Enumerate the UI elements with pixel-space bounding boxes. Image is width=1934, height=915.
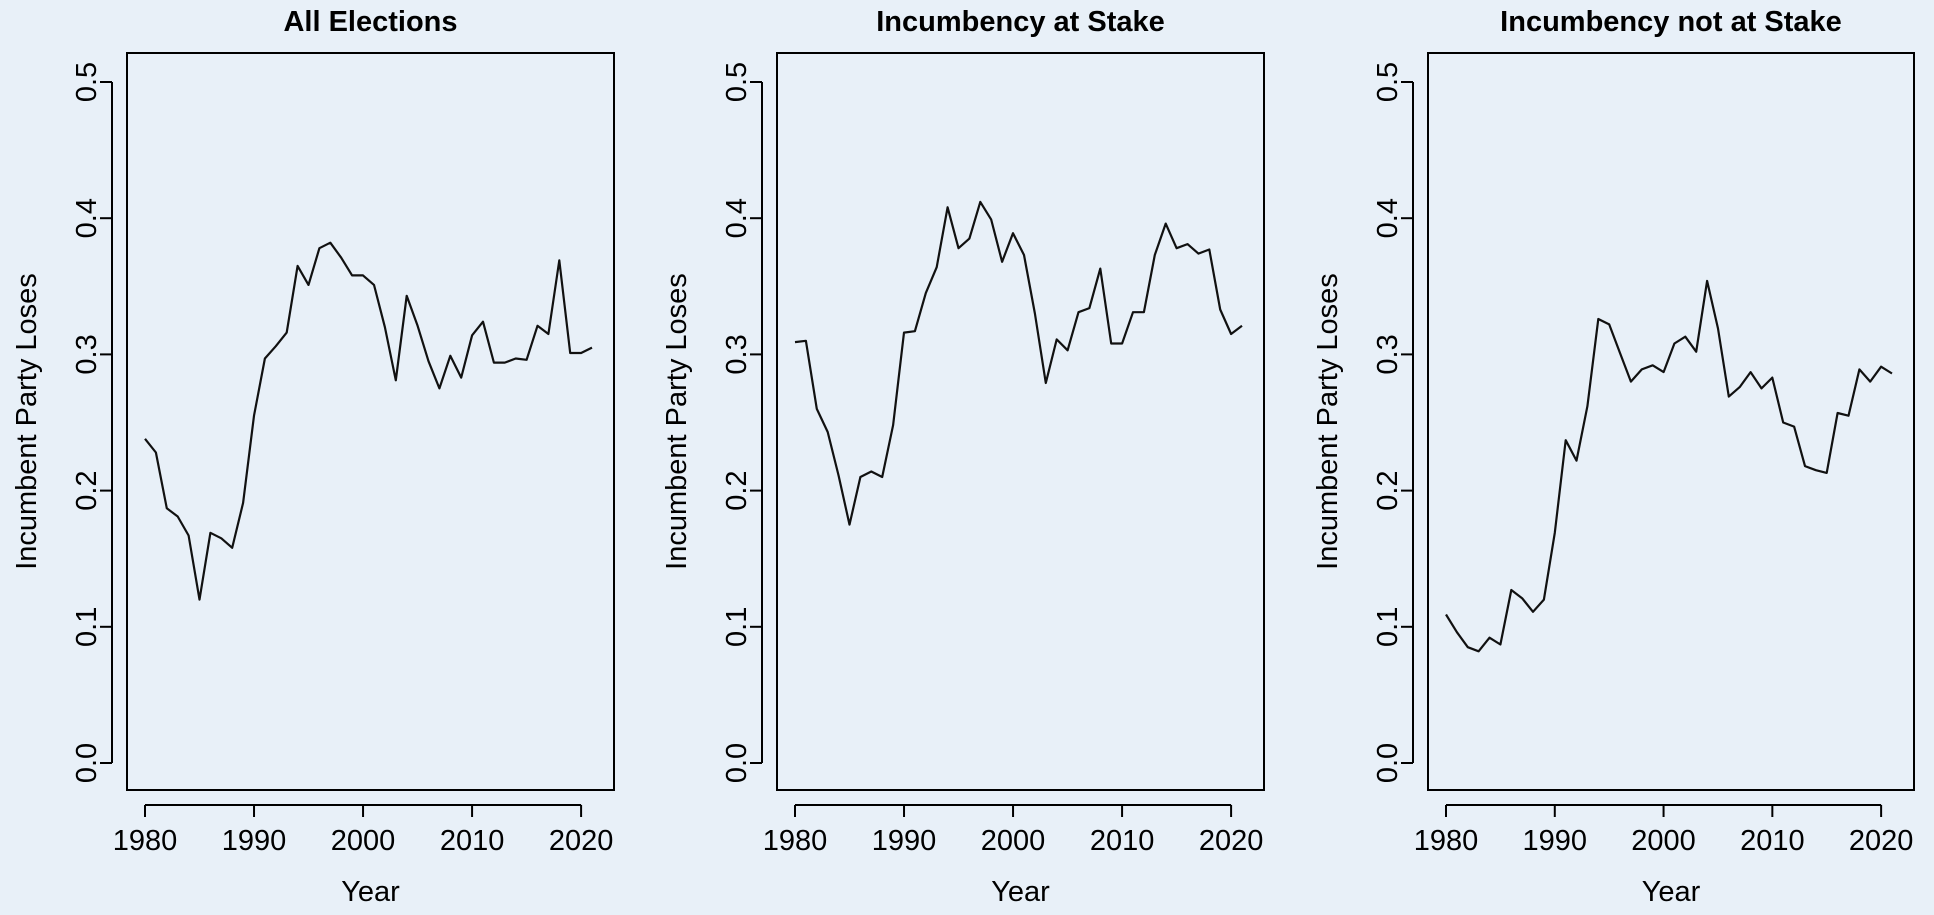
y-tick-label: 0.5 xyxy=(1372,62,1404,102)
chart-title: All Elections xyxy=(283,6,457,38)
y-axis-label: Incumbent Party Loses xyxy=(11,273,43,570)
x-axis-label: Year xyxy=(991,876,1050,908)
series-line-all-elections xyxy=(144,241,593,601)
y-axis-label: Incumbent Party Loses xyxy=(1312,273,1344,570)
y-tick-label: 0.0 xyxy=(721,743,753,783)
y-tick-label: 0.2 xyxy=(721,470,753,510)
x-tick-label: 2000 xyxy=(1631,825,1696,857)
y-tick-label: 0.5 xyxy=(721,62,753,102)
x-tick-label: 1980 xyxy=(763,825,828,857)
x-axis-label: Year xyxy=(1642,876,1701,908)
y-tick-label: 0.0 xyxy=(1372,743,1404,783)
plot-frame xyxy=(126,52,615,791)
y-tick-label: 0.4 xyxy=(71,198,103,238)
x-tick-label: 2010 xyxy=(440,825,505,857)
series-line-incumbency-not-at-stake xyxy=(1445,279,1893,653)
y-tick-label: 0.1 xyxy=(721,607,753,647)
x-tick-label: 1990 xyxy=(872,825,937,857)
y-tick-label: 0.1 xyxy=(71,607,103,647)
panel-incumbency-at-stake: Incumbency at Stake 0.0 0.1 0.2 0.3 0.4 0.5 198… xyxy=(661,6,1265,908)
y-tick-label: 0.0 xyxy=(71,743,103,783)
y-tick-label: 0.1 xyxy=(1372,607,1404,647)
y-tick-label: 0.4 xyxy=(1372,198,1404,238)
plot-frame xyxy=(776,52,1265,791)
x-tick-label: 2020 xyxy=(549,825,614,857)
panel-all-elections: All Elections 0.0 0.1 0.2 0.3 0.4 0.5 1980 1990 2… xyxy=(11,6,615,908)
chart-title: Incumbency not at Stake xyxy=(1500,6,1842,38)
x-tick-label: 2010 xyxy=(1090,825,1155,857)
x-tick-label: 1980 xyxy=(1414,825,1479,857)
x-tick-label: 1990 xyxy=(1523,825,1588,857)
y-tick-label: 0.3 xyxy=(1372,334,1404,374)
x-tick-label: 2000 xyxy=(981,825,1046,857)
x-tick-label: 2010 xyxy=(1740,825,1805,857)
x-tick-label: 2000 xyxy=(331,825,396,857)
y-tick-label: 0.3 xyxy=(721,334,753,374)
chart-title: Incumbency at Stake xyxy=(876,6,1165,38)
y-tick-label: 0.4 xyxy=(721,198,753,238)
x-tick-label: 2020 xyxy=(1849,825,1914,857)
y-tick-label: 0.3 xyxy=(71,334,103,374)
series-line-incumbency-at-stake xyxy=(794,200,1243,526)
y-axis-label: Incumbent Party Loses xyxy=(661,273,693,570)
y-tick-label: 0.5 xyxy=(71,62,103,102)
y-tick-label: 0.2 xyxy=(71,470,103,510)
panel-incumbency-not-at-stake: Incumbency not at Stake 0.0 0.1 0.2 0.3 0.4 0.… xyxy=(1312,6,1915,908)
plot-frame xyxy=(1427,52,1915,791)
x-tick-label: 1990 xyxy=(222,825,287,857)
x-tick-label: 1980 xyxy=(113,825,178,857)
x-axis-label: Year xyxy=(341,876,400,908)
x-tick-label: 2020 xyxy=(1199,825,1264,857)
y-tick-label: 0.2 xyxy=(1372,470,1404,510)
